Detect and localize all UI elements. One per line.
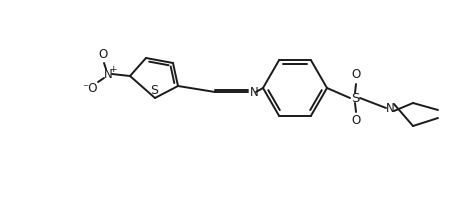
- Text: +: +: [109, 65, 117, 73]
- Text: O: O: [351, 68, 360, 81]
- Text: O: O: [99, 49, 108, 62]
- Text: N: N: [385, 102, 395, 114]
- Text: S: S: [351, 92, 359, 105]
- Text: S: S: [150, 84, 158, 97]
- Text: ⁻O: ⁻O: [82, 83, 98, 95]
- Text: N: N: [250, 86, 258, 100]
- Text: O: O: [351, 114, 360, 127]
- Text: N: N: [104, 67, 113, 81]
